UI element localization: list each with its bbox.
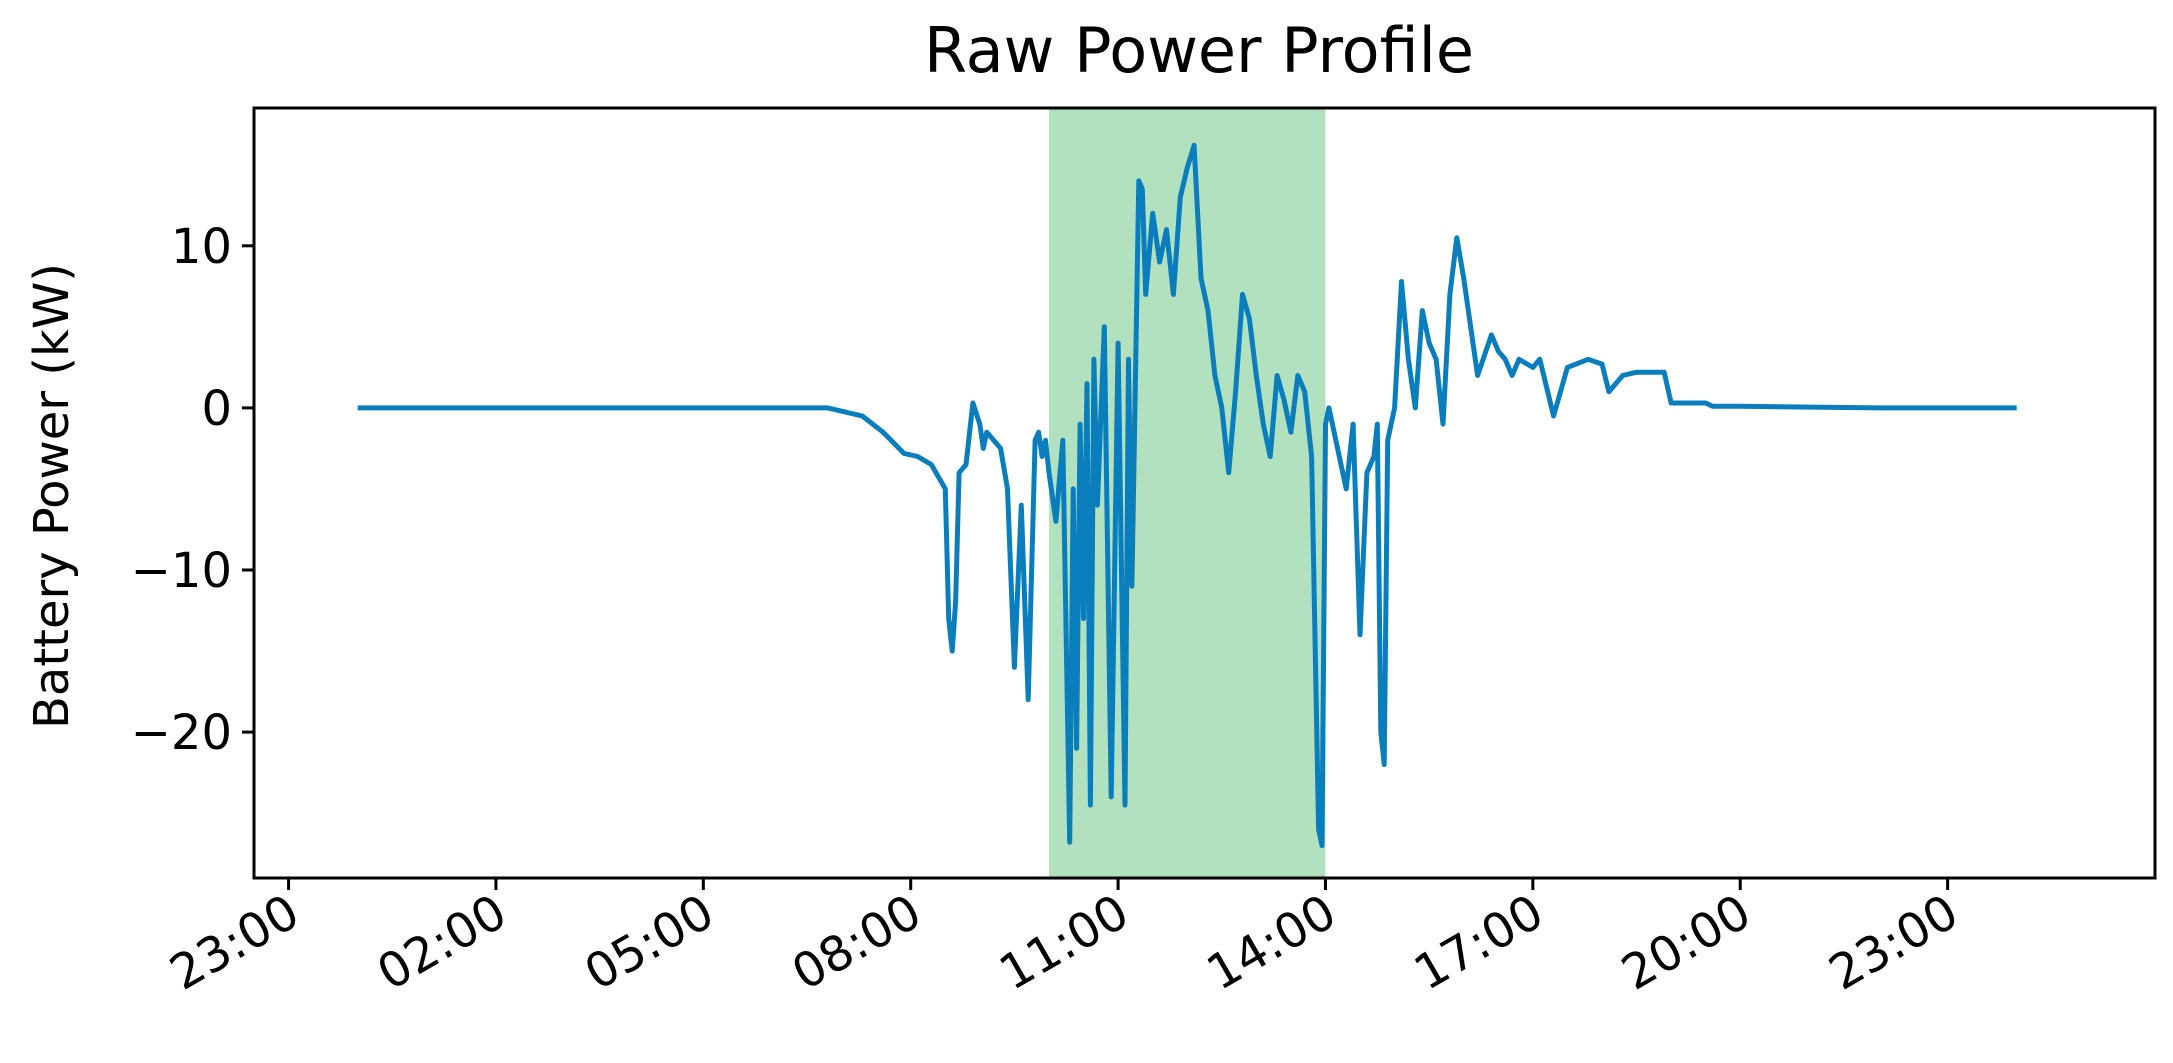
x-tick-label: 14:00: [1198, 884, 1346, 1002]
x-axis: 23:00 02:00 05:00 08:00 11:00 14:00 17:00 20:00…: [161, 878, 1968, 1002]
x-tick-label: 17:00: [1405, 884, 1553, 1002]
y-tick-label: −20: [131, 705, 232, 761]
y-tick-label: 0: [201, 381, 232, 437]
series-line-0: [357, 142, 2017, 849]
y-axis-label: Battery Power (kW): [24, 263, 80, 729]
x-tick-label: 05:00: [576, 884, 724, 1002]
plot-frame: [252, 106, 2157, 880]
x-tick-label: 11:00: [990, 884, 1138, 1002]
y-tick-label: 10: [171, 219, 232, 275]
y-axis: 10 0 −10 −20: [131, 219, 254, 761]
series-layer: [357, 142, 2017, 849]
chart-title: Raw Power Profile: [924, 14, 1474, 87]
x-tick-label: 23:00: [161, 884, 309, 1002]
y-tick-label: −10: [131, 543, 232, 599]
x-tick-label: 20:00: [1612, 884, 1760, 1002]
x-tick-label: 08:00: [783, 884, 931, 1002]
x-tick-label: 23:00: [1820, 884, 1968, 1002]
x-tick-label: 02:00: [368, 884, 516, 1002]
